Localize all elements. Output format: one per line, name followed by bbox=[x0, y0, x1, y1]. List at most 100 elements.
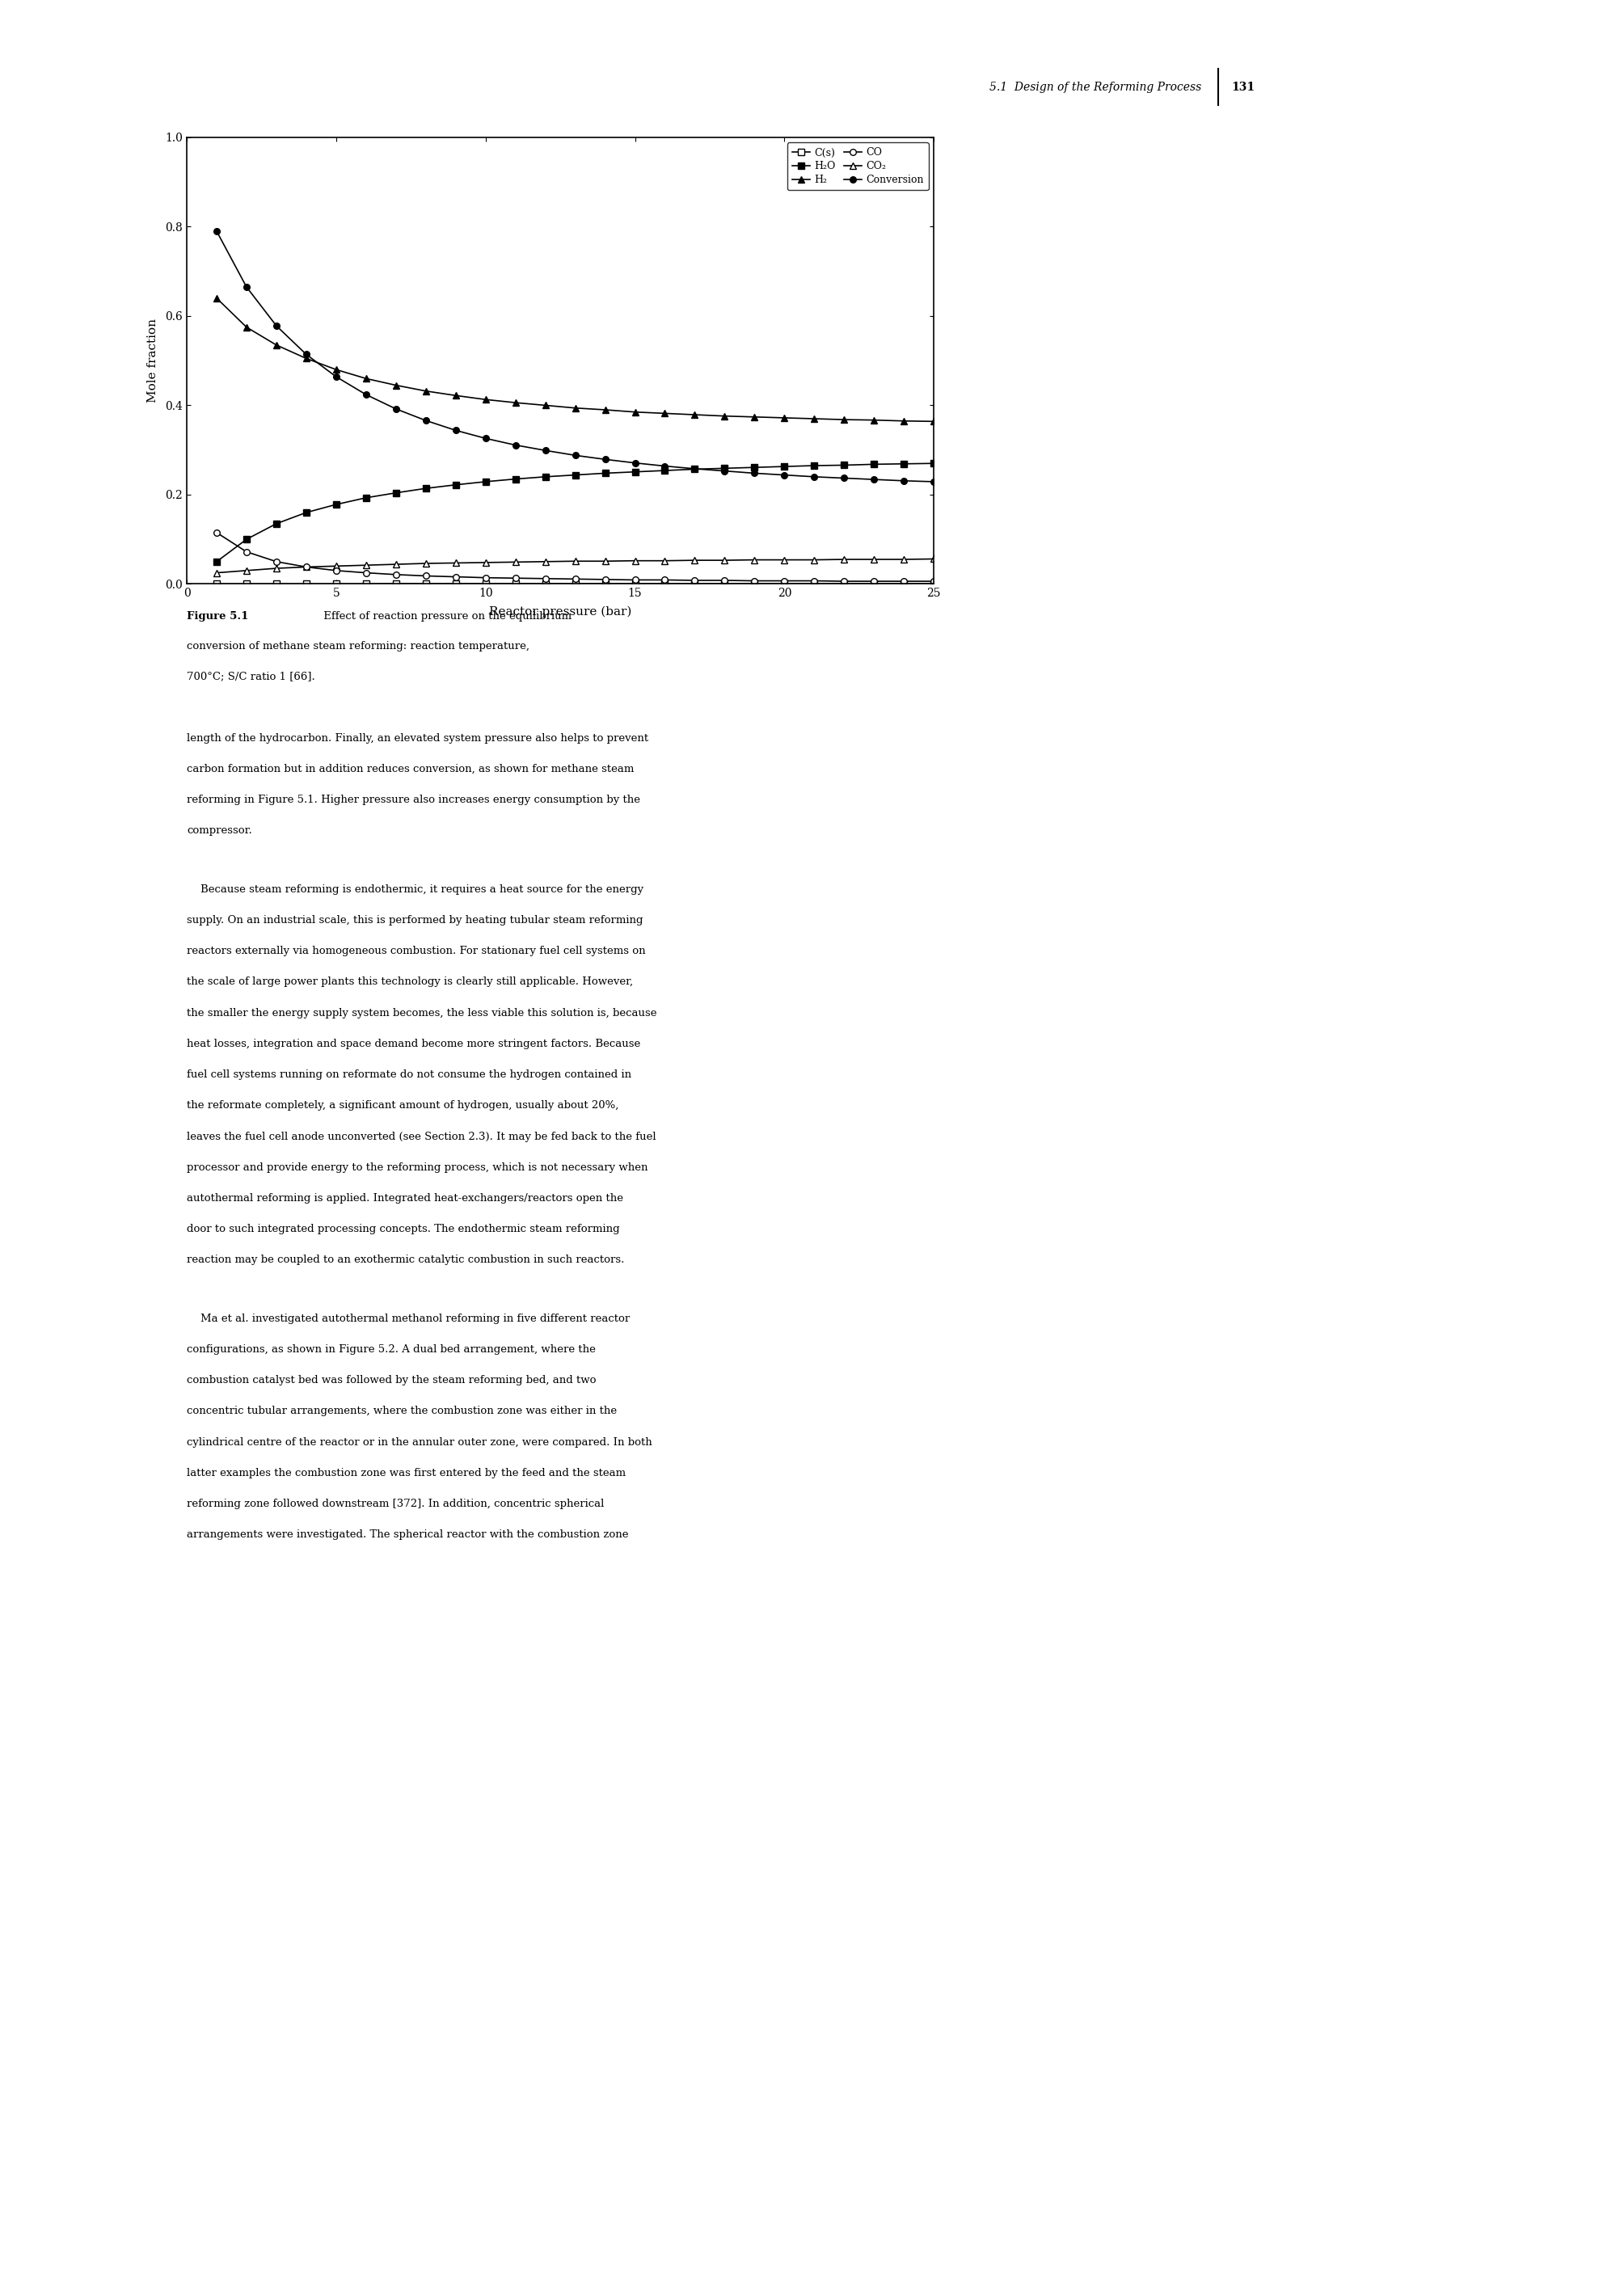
H₂ bbox=[476, 385, 495, 412]
CO bbox=[476, 563, 495, 591]
C(s) bbox=[297, 570, 317, 598]
CO₂ bbox=[505, 547, 525, 575]
H₂O bbox=[387, 479, 406, 506]
Text: Figure 5.1: Figure 5.1 bbox=[187, 611, 248, 623]
H₂ bbox=[864, 405, 883, 433]
H₂O bbox=[416, 474, 435, 502]
C(s) bbox=[447, 570, 466, 598]
H₂O bbox=[654, 456, 674, 483]
Y-axis label: Mole fraction: Mole fraction bbox=[148, 318, 159, 403]
C(s) bbox=[775, 570, 794, 598]
C(s) bbox=[387, 570, 406, 598]
CO bbox=[237, 538, 257, 566]
H₂O bbox=[895, 451, 914, 479]
CO bbox=[895, 568, 914, 595]
CO₂ bbox=[835, 545, 854, 572]
H₂O bbox=[685, 456, 705, 483]
Conversion bbox=[804, 463, 823, 490]
Conversion bbox=[775, 460, 794, 488]
CO bbox=[775, 568, 794, 595]
H₂O bbox=[536, 463, 555, 490]
H₂O bbox=[505, 465, 525, 492]
H₂ bbox=[416, 378, 435, 405]
H₂O bbox=[715, 453, 734, 481]
Conversion bbox=[356, 380, 375, 408]
Conversion bbox=[266, 311, 286, 339]
CO bbox=[536, 566, 555, 593]
CO₂ bbox=[685, 547, 705, 575]
Text: reforming in Figure 5.1. Higher pressure also increases energy consumption by th: reforming in Figure 5.1. Higher pressure… bbox=[187, 795, 640, 806]
Conversion bbox=[835, 465, 854, 492]
C(s) bbox=[536, 570, 555, 598]
C(s) bbox=[835, 570, 854, 598]
H₂O bbox=[356, 483, 375, 511]
C(s) bbox=[864, 570, 883, 598]
C(s) bbox=[625, 570, 645, 598]
H₂ bbox=[536, 392, 555, 419]
Text: reactors externally via homogeneous combustion. For stationary fuel cell systems: reactors externally via homogeneous comb… bbox=[187, 946, 646, 957]
Text: compressor.: compressor. bbox=[187, 824, 252, 836]
H₂O bbox=[924, 449, 944, 476]
Conversion bbox=[654, 453, 674, 481]
C(s) bbox=[924, 570, 944, 598]
Text: the smaller the energy supply system becomes, the less viable this solution is, : the smaller the energy supply system bec… bbox=[187, 1008, 656, 1019]
H₂ bbox=[565, 394, 585, 421]
Text: leaves the fuel cell anode unconverted (see Section 2.3). It may be fed back to : leaves the fuel cell anode unconverted (… bbox=[187, 1131, 656, 1143]
CO bbox=[835, 568, 854, 595]
CO bbox=[596, 566, 615, 593]
H₂O bbox=[745, 453, 765, 481]
CO bbox=[356, 559, 375, 586]
CO bbox=[505, 563, 525, 591]
Line: H₂: H₂ bbox=[213, 295, 937, 424]
CO bbox=[654, 566, 674, 593]
CO bbox=[326, 556, 346, 584]
H₂ bbox=[237, 314, 257, 341]
CO₂ bbox=[297, 554, 317, 582]
H₂ bbox=[835, 405, 854, 433]
Conversion bbox=[326, 364, 346, 392]
Line: C(s): C(s) bbox=[213, 579, 937, 586]
Text: fuel cell systems running on reformate do not consume the hydrogen contained in: fuel cell systems running on reformate d… bbox=[187, 1069, 632, 1081]
Text: length of the hydrocarbon. Finally, an elevated system pressure also helps to pr: length of the hydrocarbon. Finally, an e… bbox=[187, 733, 648, 744]
Conversion bbox=[745, 460, 765, 488]
C(s) bbox=[895, 570, 914, 598]
Text: latter examples the combustion zone was first entered by the feed and the steam: latter examples the combustion zone was … bbox=[187, 1468, 625, 1479]
C(s) bbox=[715, 570, 734, 598]
Text: conversion of methane steam reforming: reaction temperature,: conversion of methane steam reforming: r… bbox=[187, 641, 529, 653]
H₂O bbox=[864, 451, 883, 479]
Text: processor and provide energy to the reforming process, which is not necessary wh: processor and provide energy to the refo… bbox=[187, 1163, 648, 1172]
CO₂ bbox=[654, 547, 674, 575]
CO₂ bbox=[864, 545, 883, 572]
H₂O bbox=[326, 490, 346, 518]
Text: configurations, as shown in Figure 5.2. A dual bed arrangement, where the: configurations, as shown in Figure 5.2. … bbox=[187, 1344, 596, 1356]
Text: heat losses, integration and space demand become more stringent factors. Because: heat losses, integration and space deman… bbox=[187, 1040, 640, 1049]
CO₂ bbox=[416, 550, 435, 577]
Text: reforming zone followed downstream [372]. In addition, concentric spherical: reforming zone followed downstream [372]… bbox=[187, 1500, 604, 1509]
H₂ bbox=[715, 403, 734, 431]
H₂O bbox=[835, 451, 854, 479]
Text: cylindrical centre of the reactor or in the annular outer zone, were compared. I: cylindrical centre of the reactor or in … bbox=[187, 1438, 653, 1447]
C(s) bbox=[237, 570, 257, 598]
CO₂ bbox=[206, 559, 226, 586]
H₂O bbox=[565, 460, 585, 488]
CO₂ bbox=[565, 547, 585, 575]
Text: the reformate completely, a significant amount of hydrogen, usually about 20%,: the reformate completely, a significant … bbox=[187, 1101, 619, 1111]
Line: Conversion: Conversion bbox=[213, 229, 937, 485]
C(s) bbox=[505, 570, 525, 598]
Text: 131: 131 bbox=[1231, 82, 1254, 92]
CO bbox=[565, 566, 585, 593]
CO₂ bbox=[596, 547, 615, 575]
H₂ bbox=[596, 396, 615, 424]
H₂O bbox=[237, 524, 257, 552]
H₂ bbox=[297, 346, 317, 373]
CO₂ bbox=[447, 550, 466, 577]
CO bbox=[447, 563, 466, 591]
X-axis label: Reactor pressure (bar): Reactor pressure (bar) bbox=[489, 607, 632, 618]
C(s) bbox=[565, 570, 585, 598]
Conversion bbox=[715, 458, 734, 485]
Conversion bbox=[387, 396, 406, 424]
H₂O bbox=[804, 451, 823, 479]
CO₂ bbox=[387, 550, 406, 577]
H₂O bbox=[297, 499, 317, 527]
Conversion bbox=[536, 437, 555, 465]
